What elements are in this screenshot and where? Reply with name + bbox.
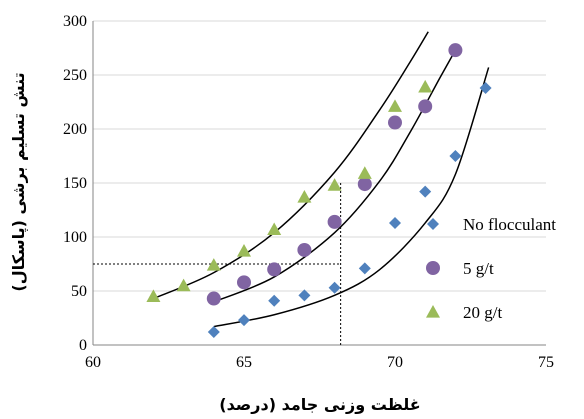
data-point — [357, 166, 372, 179]
data-point — [237, 275, 251, 290]
data-point — [268, 294, 281, 307]
y-tick-label: 250 — [63, 67, 87, 84]
data-point — [479, 81, 492, 94]
y-tick-label: 50 — [71, 283, 87, 300]
data-point — [267, 222, 282, 236]
data-point — [238, 314, 250, 327]
reference-lines — [93, 183, 342, 345]
y-tick-label: 200 — [63, 121, 87, 138]
legend-label: 20 g/t — [463, 303, 502, 322]
x-tick-label: 70 — [387, 354, 403, 371]
data-point — [357, 177, 372, 192]
data-point — [388, 99, 402, 112]
legend: No flocculant 5 g/t 20 g/t — [426, 215, 556, 322]
data-point — [298, 289, 311, 302]
legend-label: No flocculant — [463, 215, 556, 234]
data-point — [206, 258, 221, 271]
x-tick-label: 75 — [538, 354, 554, 371]
data-point — [267, 262, 282, 277]
trend-line — [213, 67, 490, 328]
data-point — [176, 278, 191, 292]
data-point — [207, 326, 220, 339]
data-point — [418, 79, 433, 93]
y-axis-title: تنش تسلیم برشی (پاسکال) — [9, 72, 29, 291]
legend-label: 5 g/t — [463, 259, 494, 278]
data-point — [419, 185, 432, 198]
axes — [92, 21, 546, 346]
legend-marker — [427, 218, 439, 230]
data-point — [328, 281, 341, 294]
data-point — [389, 216, 401, 229]
y-tick-label: 150 — [63, 175, 87, 192]
x-tick-label: 60 — [85, 354, 101, 371]
trend-line — [213, 44, 460, 303]
legend-marker — [426, 261, 440, 275]
data-points — [146, 43, 492, 339]
gridlines — [93, 20, 546, 292]
data-point — [448, 43, 463, 58]
data-point — [206, 291, 221, 306]
x-axis-title: غلظت وزنی جامد (درصد) — [219, 395, 420, 414]
data-point — [418, 99, 433, 114]
legend-marker — [426, 305, 440, 318]
data-point — [327, 178, 342, 191]
data-point — [388, 115, 402, 130]
y-tick-label: 0 — [79, 337, 87, 354]
data-point — [297, 242, 312, 257]
data-point — [449, 150, 462, 162]
y-tick-label: 300 — [63, 13, 87, 30]
tick-labels: 0 50 100 150 200 250 300 60 65 70 75 — [63, 13, 554, 371]
data-point — [146, 289, 161, 302]
data-point — [358, 262, 371, 275]
trend-line — [153, 31, 429, 300]
y-tick-label: 100 — [63, 229, 87, 246]
data-point — [237, 244, 251, 257]
data-point — [297, 190, 312, 203]
x-tick-label: 65 — [236, 354, 252, 371]
data-point — [327, 214, 342, 229]
trend-lines — [153, 31, 490, 328]
